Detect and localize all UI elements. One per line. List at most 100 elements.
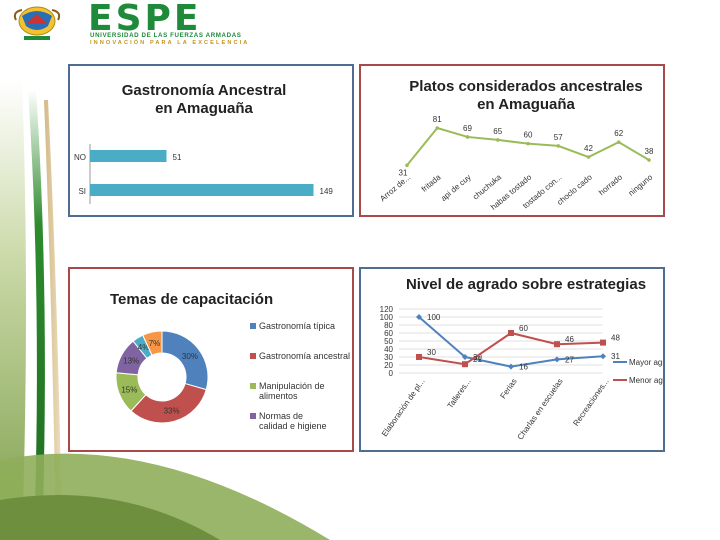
temas-slice-label: 7% bbox=[149, 339, 161, 348]
agrado-category-label: Charlas en escuelas bbox=[516, 377, 565, 442]
platos-data-label: 38 bbox=[645, 147, 654, 156]
temas-chart-title: Temas de capacitación bbox=[110, 291, 274, 308]
agrado-point bbox=[462, 361, 468, 368]
platos-point bbox=[647, 158, 651, 162]
temas-slice bbox=[161, 330, 209, 391]
agrado-data-label: 27 bbox=[565, 355, 574, 364]
agrado-legend-label: Menor agrado bbox=[629, 376, 663, 385]
agrado-y-tick-label: 20 bbox=[384, 361, 393, 370]
platos-point bbox=[556, 144, 561, 148]
temas-legend-swatch bbox=[250, 323, 256, 329]
temas-chart-panel: Temas de capacitación 30% 33% 15% 13% 4% 7% Ga… bbox=[68, 267, 354, 452]
platos-category-label: horrado bbox=[597, 172, 624, 197]
platos-category-label: ninguno bbox=[627, 172, 655, 198]
platos-point bbox=[465, 135, 470, 139]
platos-point bbox=[495, 138, 500, 142]
platos-chart-panel: Platos considerados ancestrales en Amagu… bbox=[359, 64, 665, 217]
platos-data-label: 81 bbox=[433, 115, 442, 124]
platos-data-label: 31 bbox=[399, 168, 408, 177]
platos-data-label: 60 bbox=[524, 131, 533, 140]
platos-data-label: 65 bbox=[493, 127, 502, 136]
agrado-category-label: Ferias bbox=[499, 377, 519, 400]
gastronomia-data-label: 149 bbox=[320, 187, 334, 196]
agrado-point bbox=[508, 363, 514, 370]
temas-legend-swatch bbox=[250, 353, 256, 359]
platos-category-label: api de cuy bbox=[439, 173, 473, 203]
agrado-point bbox=[462, 354, 468, 360]
agrado-point bbox=[416, 354, 422, 360]
temas-slice bbox=[130, 382, 207, 424]
espe-header: ESPE UNIVERSIDAD DE LAS FUERZAS ARMADAS … bbox=[10, 0, 280, 48]
gastronomia-chart-panel: Gastronomía Ancestral en Amaguaña NO 51 SI… bbox=[68, 64, 354, 217]
agrado-y-tick-label: 100 bbox=[380, 313, 394, 322]
platos-data-label: 62 bbox=[614, 129, 623, 138]
platos-point bbox=[526, 141, 530, 146]
agrado-category-label: Elaboración de pl... bbox=[380, 377, 427, 438]
agrado-data-label: 16 bbox=[519, 363, 528, 372]
temas-slice-label: 13% bbox=[123, 356, 139, 365]
agrado-y-tick-label: 80 bbox=[384, 321, 393, 330]
university-seal-icon bbox=[13, 6, 61, 40]
agrado-data-label: 100 bbox=[427, 313, 441, 322]
temas-slice-label: 15% bbox=[121, 386, 137, 395]
agrado-y-tick-label: 30 bbox=[384, 353, 393, 362]
platos-chart-title: Platos considerados ancestrales en Amagu… bbox=[409, 78, 643, 113]
agrado-chart-panel: Nivel de agrado sobre estrategias 0 20 30 4… bbox=[359, 267, 665, 452]
agrado-y-tick-label: 40 bbox=[384, 345, 393, 354]
platos-point bbox=[616, 140, 621, 144]
agrado-data-label: 60 bbox=[519, 324, 528, 333]
temas-legend-swatch bbox=[250, 413, 256, 419]
brand-subtitle: UNIVERSIDAD DE LAS FUERZAS ARMADAS bbox=[90, 32, 242, 39]
brand-logo-text: ESPE bbox=[88, 0, 202, 39]
agrado-point bbox=[600, 353, 606, 360]
agrado-y-tick-label: 120 bbox=[380, 305, 394, 314]
temas-legend-label: Gastronomía ancestral bbox=[259, 351, 350, 361]
agrado-chart-title: Nivel de agrado sobre estrategias bbox=[405, 276, 647, 293]
temas-slice bbox=[142, 330, 163, 356]
gastronomia-bar bbox=[90, 184, 314, 196]
gastronomia-chart-title: Gastronomía Ancestral en Amaguaña bbox=[121, 82, 287, 117]
gastronomia-bar bbox=[90, 150, 167, 162]
platos-point bbox=[405, 163, 409, 168]
temas-slice-label: 30% bbox=[182, 352, 198, 361]
gastronomia-bar-chart: NO 51 SI 149 bbox=[74, 144, 334, 204]
platos-data-label: 69 bbox=[463, 124, 472, 133]
agrado-data-label: 46 bbox=[565, 335, 574, 344]
agrado-point bbox=[508, 330, 514, 336]
agrado-data-label: 30 bbox=[427, 348, 436, 357]
temas-legend-label: Manipulación de alimentos bbox=[259, 381, 325, 401]
agrado-category-label: Talleres... bbox=[446, 377, 473, 410]
agrado-y-tick-label: 60 bbox=[384, 329, 393, 338]
agrado-series-line bbox=[418, 316, 604, 368]
platos-category-label: Arroz de... bbox=[378, 173, 412, 204]
agrado-point bbox=[416, 314, 422, 320]
agrado-data-label: 30 bbox=[473, 353, 482, 362]
temas-legend-label: Normas de calidad e higiene bbox=[259, 411, 327, 431]
agrado-y-tick-label: 50 bbox=[384, 337, 393, 346]
gastronomia-category-label: NO bbox=[74, 153, 86, 162]
agrado-point bbox=[554, 341, 560, 348]
agrado-legend-label: Mayor agrado bbox=[629, 358, 663, 367]
platos-data-label: 42 bbox=[584, 144, 593, 153]
temas-legend-label: Gastronomía típica bbox=[259, 321, 335, 331]
temas-legend-swatch bbox=[250, 383, 256, 389]
agrado-data-label: 31 bbox=[611, 352, 620, 361]
agrado-point bbox=[554, 356, 560, 363]
brand-tagline: INNOVACIÓN PARA LA EXCELENCIA bbox=[90, 40, 250, 46]
platos-point bbox=[586, 155, 591, 159]
platos-point bbox=[435, 126, 440, 130]
platos-category-label: fritada bbox=[420, 172, 443, 194]
platos-data-label: 57 bbox=[554, 133, 563, 142]
agrado-data-label: 48 bbox=[611, 334, 620, 343]
gastronomia-data-label: 51 bbox=[173, 153, 182, 162]
gastronomia-category-label: SI bbox=[78, 187, 86, 196]
temas-doughnut-chart: 30% 33% 15% 13% 4% 7% Gastronomía típica Gastro… bbox=[115, 321, 350, 431]
agrado-point bbox=[600, 339, 606, 346]
agrado-data-label: 21 bbox=[473, 355, 482, 364]
temas-slice-label: 4% bbox=[138, 343, 150, 352]
agrado-category-label: Recreaciones... bbox=[571, 377, 610, 428]
temas-slice-label: 33% bbox=[164, 407, 180, 416]
